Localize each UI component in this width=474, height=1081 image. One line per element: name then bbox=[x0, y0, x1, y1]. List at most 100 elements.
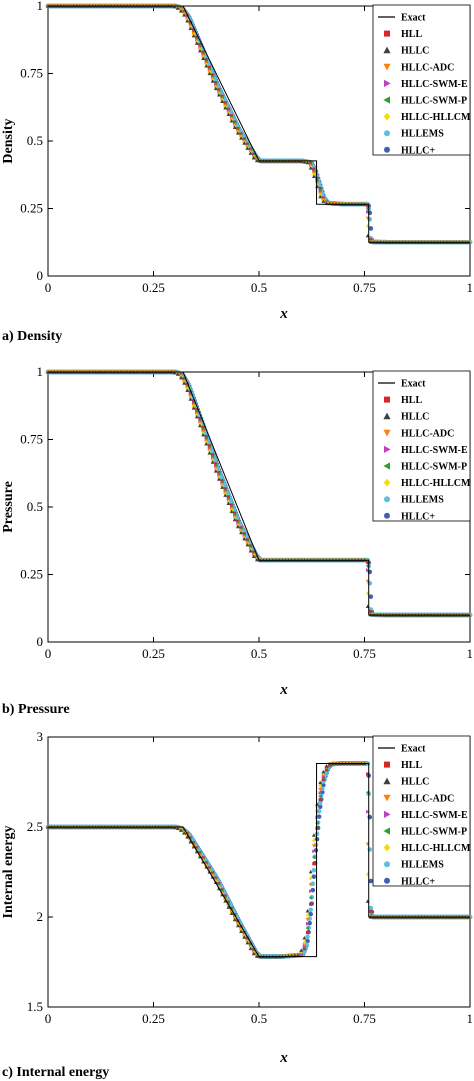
data-point bbox=[369, 910, 373, 914]
data-point bbox=[299, 948, 304, 952]
x-tick-label: 1 bbox=[467, 646, 474, 661]
data-point bbox=[194, 414, 199, 419]
legend-item-hllc: HLLC bbox=[383, 412, 429, 423]
legend-label: Exact bbox=[401, 13, 426, 24]
legend-item-hllc-hllcm: HLLC-HLLCM bbox=[383, 478, 471, 489]
data-point bbox=[302, 935, 307, 940]
legend-label: HLL bbox=[401, 29, 422, 40]
legend-item-hllc-hllcm: HLLC-HLLCM bbox=[383, 112, 471, 123]
data-point bbox=[229, 503, 234, 507]
data-point bbox=[311, 855, 316, 860]
data-point bbox=[302, 947, 306, 951]
data-point bbox=[182, 13, 187, 17]
legend-label: HLLC-SWM-E bbox=[401, 79, 468, 90]
legend: ExactHLLHLLCHLLC-ADCHLLC-SWM-EHLLC-SWM-P… bbox=[372, 4, 471, 156]
data-point bbox=[245, 146, 250, 150]
data-point bbox=[312, 849, 316, 854]
data-point bbox=[324, 764, 329, 768]
data-point bbox=[185, 835, 190, 839]
data-point bbox=[305, 908, 310, 913]
x-axis-label: x bbox=[279, 306, 288, 322]
data-point bbox=[185, 388, 190, 393]
data-point bbox=[320, 789, 325, 795]
data-point bbox=[198, 48, 202, 53]
data-point bbox=[254, 158, 259, 163]
legend-item-hllc: HLLC bbox=[383, 46, 429, 57]
data-point bbox=[210, 73, 215, 77]
data-point bbox=[308, 166, 313, 170]
data-point bbox=[204, 435, 208, 439]
data-point bbox=[308, 911, 313, 917]
data-point bbox=[188, 397, 193, 401]
legend-marker bbox=[383, 412, 391, 420]
legend-item-hllems: HLLEMS bbox=[384, 495, 444, 506]
x-tick-label: 0 bbox=[45, 646, 52, 661]
data-point bbox=[308, 869, 313, 874]
legend-label: HLLC bbox=[401, 412, 429, 423]
x-tick-label: 0.25 bbox=[142, 1011, 165, 1026]
x-tick-label: 1 bbox=[467, 280, 474, 295]
data-point bbox=[207, 444, 212, 448]
data-point bbox=[367, 814, 373, 820]
data-point bbox=[366, 204, 370, 208]
data-point bbox=[302, 943, 307, 947]
legend-item-hllc-adc: HLLC-ADC bbox=[383, 62, 454, 73]
data-point bbox=[311, 867, 317, 873]
legend-item-hllc-swm-e: HLLC-SWM-E bbox=[384, 445, 468, 456]
data-point bbox=[308, 883, 313, 887]
legend-box bbox=[372, 370, 471, 522]
data-point bbox=[207, 71, 212, 76]
data-point bbox=[191, 406, 196, 410]
data-point bbox=[204, 442, 209, 446]
y-tick-label: 0.75 bbox=[20, 432, 43, 447]
data-point bbox=[254, 954, 259, 958]
data-point bbox=[296, 952, 300, 957]
data-point bbox=[214, 81, 218, 85]
data-point bbox=[198, 423, 202, 428]
data-point bbox=[233, 511, 237, 515]
data-point bbox=[242, 141, 247, 145]
legend-marker bbox=[383, 462, 390, 470]
data-point bbox=[248, 548, 253, 553]
data-point bbox=[302, 940, 307, 945]
data-point bbox=[318, 790, 323, 795]
data-point bbox=[235, 524, 240, 529]
data-point bbox=[318, 783, 322, 789]
legend-item-hll: HLL bbox=[384, 29, 422, 40]
legend-marker bbox=[384, 146, 390, 153]
legend: ExactHLLHLLCHLLC-ADCHLLC-SWM-EHLLC-SWM-P… bbox=[372, 370, 471, 522]
legend-label: HLLC+ bbox=[401, 511, 435, 522]
data-point bbox=[175, 372, 180, 376]
x-tick-label: 0.25 bbox=[142, 646, 165, 661]
data-point bbox=[248, 946, 253, 951]
panel-caption: c) Internal energy bbox=[2, 1065, 109, 1080]
x-tick-label: 0.5 bbox=[251, 646, 267, 661]
data-point bbox=[302, 160, 307, 164]
legend-label: HLLC bbox=[401, 46, 429, 57]
data-point bbox=[251, 951, 256, 956]
data-point bbox=[369, 238, 373, 242]
data-point bbox=[254, 557, 259, 562]
data-point bbox=[235, 923, 240, 928]
legend-label: HLLEMS bbox=[401, 129, 444, 140]
data-point bbox=[201, 50, 205, 54]
legend-item-hllc-adc: HLLC-ADC bbox=[383, 428, 454, 439]
data-point bbox=[366, 809, 370, 814]
y-tick-label: 2 bbox=[37, 909, 44, 924]
legend-label: HLLC-SWM-E bbox=[401, 445, 468, 456]
legend-marker bbox=[384, 30, 390, 37]
data-point bbox=[366, 568, 370, 572]
data-point bbox=[248, 151, 253, 155]
data-point bbox=[201, 432, 206, 437]
y-tick-label: 0 bbox=[37, 634, 44, 649]
x-tick-label: 0.25 bbox=[142, 280, 165, 295]
data-point bbox=[242, 536, 247, 541]
data-point bbox=[223, 105, 228, 110]
data-point bbox=[321, 777, 325, 781]
y-tick-label: 0.25 bbox=[20, 201, 43, 216]
data-point bbox=[311, 844, 316, 848]
data-point bbox=[312, 838, 316, 843]
legend-label: HLL bbox=[401, 395, 422, 406]
data-point bbox=[321, 769, 326, 774]
